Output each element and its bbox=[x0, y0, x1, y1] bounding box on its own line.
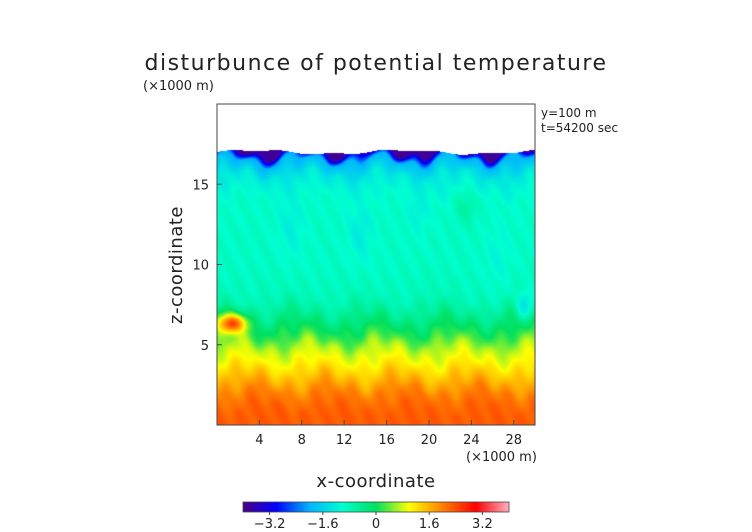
y-units-label: (×1000 m) bbox=[143, 79, 214, 94]
colorbar bbox=[242, 501, 510, 513]
y-tick-label: 5 bbox=[201, 339, 209, 354]
x-tick-label: 24 bbox=[463, 433, 480, 448]
x-axis-label: x-coordinate bbox=[316, 471, 435, 492]
heatmap-field bbox=[217, 104, 535, 425]
colorbar-tick-label: −1.6 bbox=[307, 517, 339, 532]
x-tick-label: 12 bbox=[336, 433, 353, 448]
x-tick-label: 4 bbox=[255, 433, 263, 448]
x-tick-label: 16 bbox=[378, 433, 395, 448]
heatmap-image bbox=[217, 104, 535, 425]
colorbar-ticks: −3.2 −1.6 0 1.6 3.2 bbox=[254, 512, 493, 532]
chart-title: disturbunce of potential temperature bbox=[145, 51, 608, 76]
x-axis: 4 8 12 16 20 24 28 bbox=[255, 420, 522, 448]
y-axis: 5 10 15 bbox=[192, 178, 222, 354]
y-tick-label: 10 bbox=[192, 259, 209, 274]
x-tick-label: 28 bbox=[506, 433, 523, 448]
annotation-y: y=100 m bbox=[541, 106, 597, 120]
x-units-label: (×1000 m) bbox=[466, 450, 537, 465]
x-tick-label: 8 bbox=[298, 433, 306, 448]
x-tick-label: 20 bbox=[421, 433, 438, 448]
annotation-t: t=54200 sec bbox=[541, 121, 618, 135]
colorbar-tick-label: 3.2 bbox=[472, 517, 493, 532]
y-tick-label: 15 bbox=[192, 178, 209, 193]
y-axis-label: z-coordinate bbox=[166, 206, 187, 324]
colorbar-tick-label: −3.2 bbox=[254, 517, 286, 532]
colorbar-tick-label: 0 bbox=[372, 517, 380, 532]
colorbar-tick-label: 1.6 bbox=[419, 517, 440, 532]
